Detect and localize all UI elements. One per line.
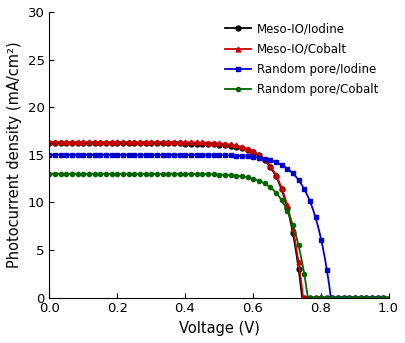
- Random pore/Cobalt: [200, 172, 205, 176]
- Random pore/Iodine: [134, 153, 139, 157]
- Random pore/Iodine: [302, 188, 307, 192]
- Random pore/Cobalt: [246, 176, 251, 180]
- Random pore/Iodine: [200, 153, 205, 157]
- Meso-IO/Iodine: [385, 296, 390, 300]
- Meso-IO/Cobalt: [385, 296, 390, 300]
- Random pore/Iodine: [273, 160, 277, 164]
- Meso-IO/Iodine: [134, 141, 139, 145]
- Random pore/Iodine: [385, 296, 390, 300]
- Meso-IO/Cobalt: [273, 173, 277, 177]
- Meso-IO/Iodine: [107, 141, 111, 145]
- Line: Meso-IO/Iodine: Meso-IO/Iodine: [47, 141, 390, 300]
- Meso-IO/Iodine: [246, 148, 251, 152]
- Random pore/Iodine: [328, 296, 333, 300]
- Meso-IO/Cobalt: [134, 140, 139, 144]
- Legend: Meso-IO/Iodine, Meso-IO/Cobalt, Random pore/Iodine, Random pore/Cobalt: Meso-IO/Iodine, Meso-IO/Cobalt, Random p…: [220, 18, 382, 100]
- Meso-IO/Iodine: [299, 296, 304, 300]
- Random pore/Iodine: [47, 153, 52, 157]
- X-axis label: Voltage (V): Voltage (V): [178, 321, 259, 336]
- Meso-IO/Cobalt: [47, 140, 52, 144]
- Line: Meso-IO/Cobalt: Meso-IO/Cobalt: [47, 140, 390, 300]
- Line: Random pore/Cobalt: Random pore/Cobalt: [47, 172, 390, 300]
- Random pore/Cobalt: [385, 296, 390, 300]
- Meso-IO/Cobalt: [302, 296, 307, 300]
- Meso-IO/Cobalt: [200, 140, 205, 144]
- Meso-IO/Cobalt: [301, 296, 305, 300]
- Random pore/Cobalt: [305, 296, 310, 300]
- Meso-IO/Iodine: [273, 174, 277, 178]
- Random pore/Cobalt: [107, 172, 111, 176]
- Meso-IO/Cobalt: [107, 140, 111, 144]
- Random pore/Cobalt: [47, 172, 52, 176]
- Random pore/Cobalt: [302, 275, 307, 279]
- Meso-IO/Iodine: [47, 141, 52, 145]
- Y-axis label: Photocurrent density (mA/cm²): Photocurrent density (mA/cm²): [7, 42, 22, 268]
- Meso-IO/Iodine: [200, 142, 205, 146]
- Meso-IO/Iodine: [302, 296, 307, 300]
- Meso-IO/Cobalt: [246, 147, 251, 151]
- Random pore/Iodine: [246, 155, 251, 159]
- Line: Random pore/Iodine: Random pore/Iodine: [47, 152, 390, 300]
- Random pore/Iodine: [107, 153, 111, 157]
- Random pore/Cobalt: [134, 172, 139, 176]
- Random pore/Cobalt: [273, 191, 277, 195]
